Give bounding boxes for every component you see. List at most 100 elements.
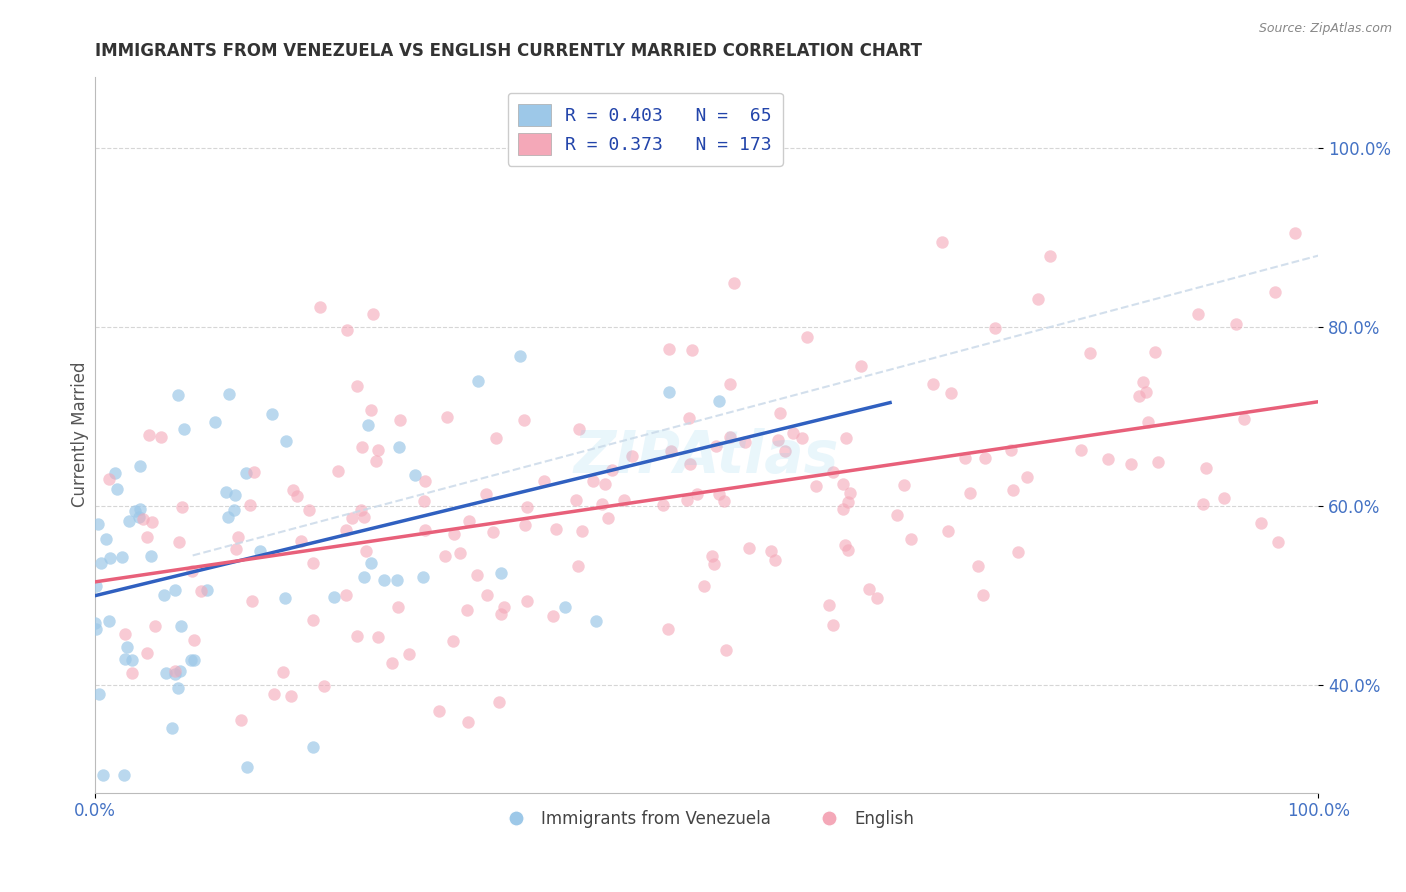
- Point: [121, 653, 143, 667]
- Point: [104, 467, 127, 481]
- Point: [87, 687, 110, 701]
- Point: [513, 413, 536, 427]
- Point: [718, 376, 741, 391]
- Point: [367, 630, 389, 644]
- Point: [1001, 483, 1024, 497]
- Point: [652, 498, 675, 512]
- Legend: Immigrants from Venezuela, English: Immigrants from Venezuela, English: [492, 803, 921, 834]
- Point: [166, 681, 188, 696]
- Point: [1264, 285, 1286, 299]
- Point: [243, 466, 266, 480]
- Point: [790, 431, 813, 445]
- Point: [112, 768, 135, 782]
- Point: [180, 564, 202, 578]
- Point: [763, 553, 786, 567]
- Point: [97, 614, 120, 628]
- Point: [1250, 516, 1272, 531]
- Point: [114, 651, 136, 665]
- Point: [342, 510, 364, 524]
- Point: [98, 550, 121, 565]
- Point: [1039, 249, 1062, 263]
- Point: [83, 616, 105, 631]
- Point: [613, 492, 636, 507]
- Point: [281, 483, 304, 498]
- Point: [197, 582, 219, 597]
- Point: [434, 549, 457, 564]
- Point: [302, 739, 325, 754]
- Point: [110, 550, 132, 565]
- Point: [823, 465, 845, 479]
- Point: [585, 614, 607, 628]
- Point: [494, 600, 516, 615]
- Point: [335, 588, 357, 602]
- Point: [163, 665, 186, 679]
- Point: [138, 428, 160, 442]
- Point: [681, 343, 703, 357]
- Point: [413, 494, 436, 508]
- Point: [389, 413, 412, 427]
- Point: [1026, 292, 1049, 306]
- Point: [388, 440, 411, 454]
- Point: [513, 517, 536, 532]
- Point: [831, 501, 853, 516]
- Point: [1192, 497, 1215, 511]
- Point: [620, 449, 643, 463]
- Point: [163, 582, 186, 597]
- Point: [427, 704, 450, 718]
- Point: [657, 342, 679, 356]
- Point: [707, 487, 730, 501]
- Point: [568, 421, 591, 435]
- Point: [834, 538, 856, 552]
- Point: [707, 393, 730, 408]
- Point: [141, 515, 163, 529]
- Point: [346, 629, 368, 643]
- Point: [1195, 461, 1218, 475]
- Point: [804, 479, 827, 493]
- Point: [413, 523, 436, 537]
- Point: [769, 406, 792, 420]
- Point: [84, 579, 107, 593]
- Point: [953, 450, 976, 465]
- Point: [353, 569, 375, 583]
- Point: [485, 431, 508, 445]
- Point: [139, 549, 162, 564]
- Point: [974, 451, 997, 466]
- Point: [353, 510, 375, 524]
- Point: [1007, 545, 1029, 559]
- Point: [1187, 307, 1209, 321]
- Point: [94, 532, 117, 546]
- Point: [326, 464, 349, 478]
- Point: [565, 492, 588, 507]
- Point: [183, 633, 205, 648]
- Point: [931, 235, 953, 250]
- Point: [367, 442, 389, 457]
- Point: [474, 487, 496, 501]
- Point: [224, 502, 246, 516]
- Point: [591, 497, 613, 511]
- Point: [1000, 443, 1022, 458]
- Point: [323, 590, 346, 604]
- Point: [972, 588, 994, 602]
- Point: [456, 603, 478, 617]
- Point: [356, 418, 378, 433]
- Point: [821, 618, 844, 632]
- Point: [704, 439, 727, 453]
- Point: [858, 582, 880, 597]
- Point: [723, 276, 745, 290]
- Point: [838, 486, 860, 500]
- Point: [1284, 226, 1306, 240]
- Point: [290, 534, 312, 549]
- Point: [1017, 470, 1039, 484]
- Point: [285, 489, 308, 503]
- Point: [149, 430, 172, 444]
- Point: [360, 402, 382, 417]
- Text: ZIPAtlas: ZIPAtlas: [574, 427, 839, 484]
- Point: [239, 498, 262, 512]
- Point: [571, 524, 593, 538]
- Point: [659, 443, 682, 458]
- Point: [280, 690, 302, 704]
- Point: [153, 589, 176, 603]
- Point: [1078, 346, 1101, 360]
- Point: [124, 503, 146, 517]
- Point: [183, 653, 205, 667]
